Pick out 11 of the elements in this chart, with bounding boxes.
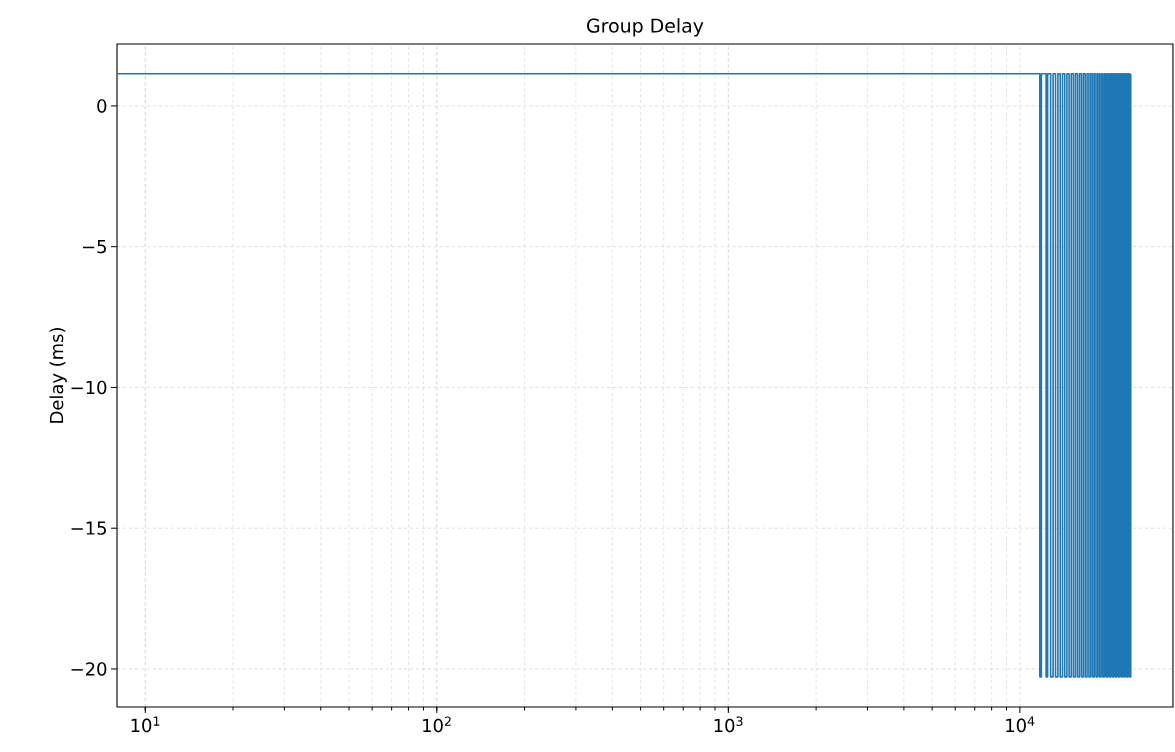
y-tick-label: −5: [82, 240, 106, 254]
x-tick-label: 10$^{2}$: [423, 716, 451, 733]
y-axis-title: Delay (ms): [49, 328, 67, 423]
x-tick-label: 10$^{1}$: [131, 716, 160, 733]
x-tick-label: 10$^{4}$: [1006, 716, 1035, 733]
x-tick-label: 10$^{3}$: [714, 716, 743, 733]
y-tick-label: −15: [71, 521, 106, 535]
y-tick-label: −10: [71, 380, 107, 395]
chart-title: Group Delay: [587, 18, 704, 37]
y-tick-label: 0: [97, 99, 107, 113]
y-tick-label: −20: [71, 662, 107, 676]
